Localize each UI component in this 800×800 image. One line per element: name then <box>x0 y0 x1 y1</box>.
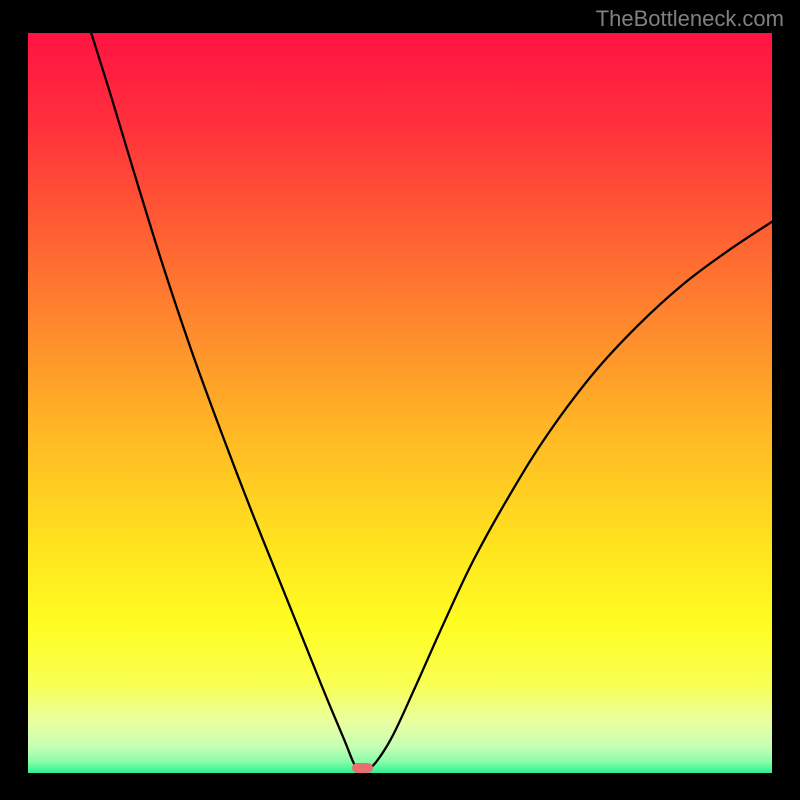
plot-area <box>28 33 772 773</box>
sweet-spot-marker <box>352 763 373 773</box>
bottleneck-curve <box>28 33 772 773</box>
watermark-text: TheBottleneck.com <box>596 6 784 32</box>
